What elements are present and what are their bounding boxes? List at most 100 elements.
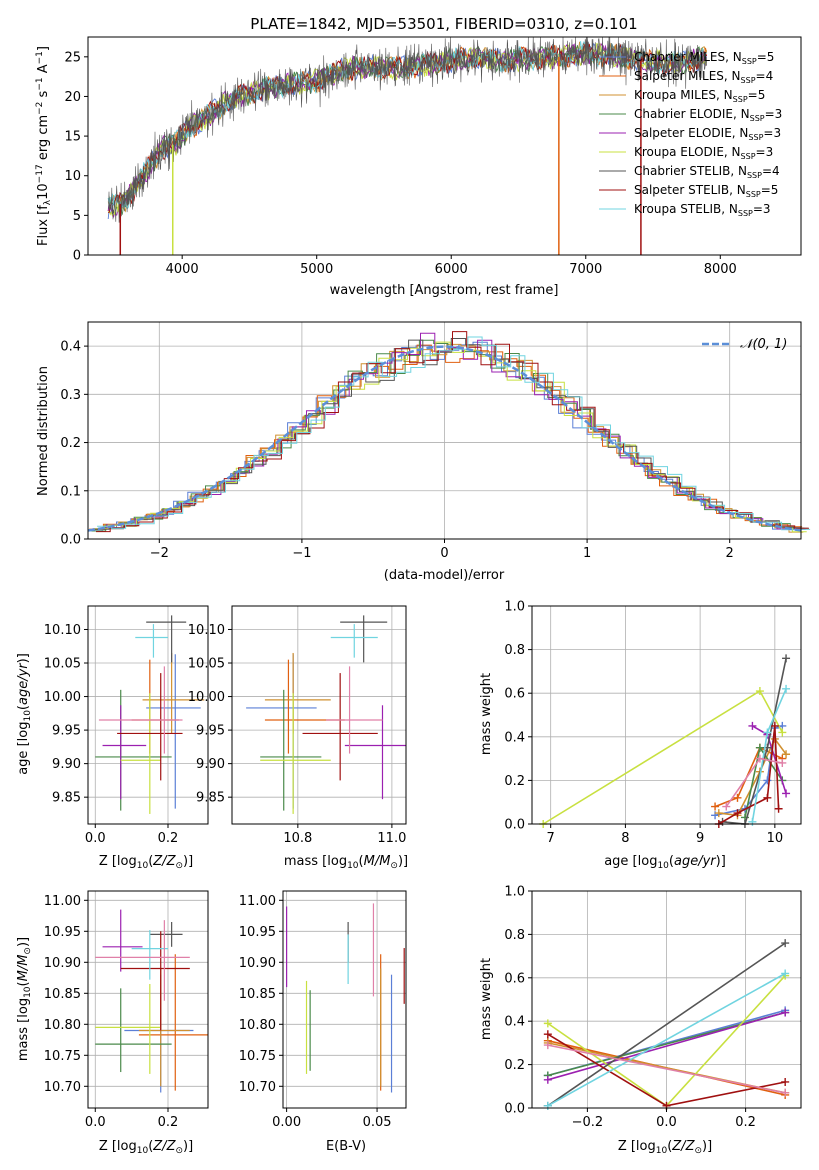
mass-weight-point (781, 1088, 790, 1097)
spectrum-ylabel: Flux [fλ10−17 erg cm−2 s−1 A−1] (35, 46, 53, 246)
y-tick-label: 0.0 (60, 533, 81, 548)
axes-frame (87, 605, 209, 825)
plot-content (543, 939, 790, 1110)
residual-ylabel: Normed distribution (36, 366, 51, 496)
y-tick-label: 10.95 (239, 925, 276, 940)
mass-weight-point (543, 1041, 552, 1050)
y-tick-label: 0.2 (504, 774, 525, 789)
mass-weight-point (748, 721, 757, 730)
y-tick-label: 10.95 (44, 925, 81, 940)
plot-content (95, 615, 205, 814)
y-tick-label: 0.4 (504, 1015, 525, 1030)
y-tick-label: 10.75 (239, 1049, 276, 1064)
mass-weight-point (763, 728, 772, 737)
y-tick-label: 10.00 (188, 690, 225, 705)
y-tick-label: 0.0 (504, 818, 525, 833)
legend-entry: Kroupa STELIB, NSSP=3 (634, 202, 771, 218)
x-tick-label: 5000 (300, 262, 333, 277)
legend-entry: Chabrier MILES, NSSP=5 (634, 50, 774, 66)
mw-age-ylabel: mass weight (479, 673, 494, 755)
plot-content (87, 331, 811, 533)
mass-weight-point (782, 789, 791, 798)
mass-z-xlabel: Z [log10(Z/Z⊙)] (99, 1139, 193, 1156)
mass-weight-point (543, 1019, 552, 1028)
residual-histogram (90, 343, 804, 533)
mass-weight-point (714, 809, 723, 818)
mass-weight-point (755, 743, 764, 752)
mass-weight-line (547, 972, 786, 1107)
mass-weight-point (782, 684, 791, 693)
y-tick-label: 1.0 (504, 600, 525, 615)
y-tick-label: 0.2 (60, 436, 81, 451)
y-tick-label: 9.90 (52, 757, 81, 772)
observed-spectrum-line (107, 36, 707, 223)
y-tick-label: 0 (73, 249, 81, 264)
legend-entry: Salpeter STELIB, NSSP=5 (634, 183, 778, 199)
residual-panel: −2 −1 0 1 2 0.0 0.1 0.2 0.3 0.4 (data-model)/erro… (36, 321, 811, 583)
mass-weight-point (782, 654, 791, 663)
x-tick-label: 0 (440, 546, 448, 561)
mass-weight-line (714, 746, 783, 808)
residual-xlabel: (data-model)/error (384, 568, 505, 583)
mass-weight-point (781, 1077, 790, 1086)
plot-content (95, 909, 208, 1093)
age-z-ylabel: age [log10(age/yr)] (16, 653, 33, 775)
y-tick-label: 10.90 (44, 956, 81, 971)
normal-distribution-curve (87, 345, 802, 532)
y-tick-label: 15 (64, 130, 81, 145)
spectrum-plot: 4000 5000 6000 7000 8000 0 5 10 15 20 25 (64, 36, 802, 277)
x-tick-label: −0.2 (572, 1115, 604, 1130)
y-tick-label: 25 (64, 50, 81, 65)
legend-entry: Chabrier ELODIE, NSSP=3 (634, 107, 782, 123)
y-tick-label: 10.00 (44, 690, 81, 705)
legend-entry: Salpeter MILES, NSSP=4 (634, 69, 773, 85)
age-mass-xlabel: mass [log10(M/M⊙)] (284, 854, 408, 871)
legend-entry: Kroupa MILES, NSSP=5 (634, 88, 765, 104)
mass-weight-point (755, 754, 764, 763)
y-tick-label: 10.10 (44, 623, 81, 638)
mass-weight-point (782, 750, 791, 759)
mass-weight-point (763, 776, 772, 785)
axes-frame (231, 605, 407, 825)
plot-content (286, 903, 405, 1093)
y-tick-label: 0.1 (60, 484, 81, 499)
mass-vs-metallicity-plot: 0.0 0.2 10.70 10.75 10.80 10.85 10.90 10.95 11.0… (44, 890, 209, 1130)
mass-weight-point (770, 721, 779, 730)
y-tick-label: 9.85 (196, 791, 225, 806)
y-tick-label: 0.6 (504, 687, 525, 702)
y-tick-label: 0.2 (504, 1058, 525, 1073)
y-tick-label: 10.05 (188, 657, 225, 672)
x-tick-label: 0.00 (272, 1115, 301, 1130)
x-tick-label: 10 (767, 831, 784, 846)
x-tick-label: 8 (621, 831, 629, 846)
mass-weight-point (733, 809, 742, 818)
x-tick-label: 2 (726, 546, 734, 561)
legend-entry: Kroupa ELODIE, NSSP=3 (634, 145, 773, 161)
y-tick-label: 10.70 (44, 1080, 81, 1095)
spectrum-panel: PLATE=1842, MJD=53501, FIBERID=0310, z=0… (35, 15, 802, 298)
mass-weight-line (547, 942, 786, 1107)
y-tick-label: 10.80 (239, 1018, 276, 1033)
y-tick-label: 9.90 (196, 757, 225, 772)
residual-histogram (89, 344, 803, 530)
mass-weight-point (781, 939, 790, 948)
y-tick-label: 10.05 (44, 657, 81, 672)
y-tick-label: 0.3 (60, 388, 81, 403)
mass-weight-point (774, 804, 783, 813)
massweight-vs-age-plot: 7 8 9 10 0.0 0.2 0.4 0.6 0.8 1.0 (504, 600, 802, 846)
mass-weight-point (543, 1075, 552, 1084)
x-tick-label: 8000 (704, 262, 737, 277)
mass-weight-point (763, 793, 772, 802)
x-tick-label: 0.2 (158, 1115, 179, 1130)
y-tick-label: 20 (64, 90, 81, 105)
y-tick-label: 10 (64, 169, 81, 184)
y-tick-label: 0.4 (504, 730, 525, 745)
y-tick-label: 10.75 (44, 1049, 81, 1064)
mass-weight-point (748, 817, 757, 826)
x-tick-label: −1 (292, 546, 311, 561)
axes-frame (87, 890, 209, 1109)
mass-weight-point (543, 1030, 552, 1039)
mass-weight-line (547, 1044, 786, 1094)
y-tick-label: 11.00 (44, 894, 81, 909)
